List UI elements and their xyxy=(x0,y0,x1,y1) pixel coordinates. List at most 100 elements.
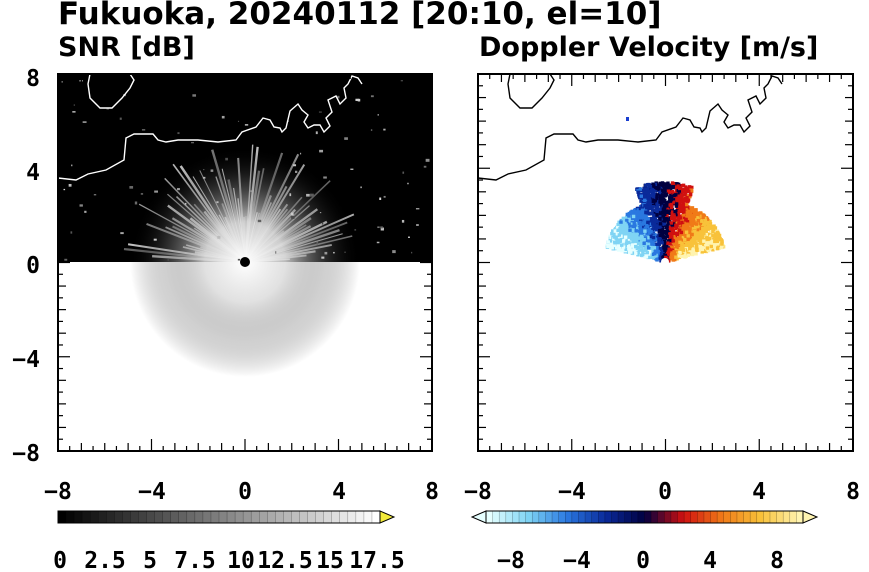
velocity-cell xyxy=(643,248,648,252)
velocity-cell xyxy=(661,193,665,197)
snr-echo xyxy=(407,182,409,185)
velocity-cell xyxy=(690,217,694,222)
velocity-cell xyxy=(685,210,690,214)
snr-echo xyxy=(140,193,144,195)
velocity-cell xyxy=(681,201,685,205)
snr-echo xyxy=(72,111,76,113)
velocity-cell xyxy=(711,224,715,229)
velocity-cell xyxy=(647,202,652,207)
velocity-cell xyxy=(672,198,676,202)
velocity-cell xyxy=(668,195,672,199)
velocity-cell xyxy=(667,185,672,190)
snr-colorbar-label: 12.5 xyxy=(257,548,312,572)
snr-x-tick-label: 0 xyxy=(238,479,252,505)
velocity-cell xyxy=(626,235,630,239)
velocity-cell xyxy=(707,236,712,241)
velocity-cell xyxy=(683,189,687,193)
velocity-cell xyxy=(688,237,692,241)
velocity-cell xyxy=(682,244,687,248)
snr-echo xyxy=(237,120,240,123)
velocity-cell xyxy=(627,221,632,225)
velocity-cell xyxy=(655,257,659,262)
velocity-cell xyxy=(669,208,674,212)
velocity-cell xyxy=(635,216,639,220)
colorbar-extend-max xyxy=(379,510,396,524)
snr-echo xyxy=(370,129,373,131)
velocity-cell xyxy=(652,246,657,250)
velocity-cell xyxy=(639,248,643,252)
colorbar-segment xyxy=(637,511,645,523)
velocity-cell xyxy=(690,207,694,211)
velocity-cell xyxy=(682,227,686,232)
velocity-cell xyxy=(689,188,694,192)
colorbar-segment xyxy=(243,511,252,523)
snr-echo xyxy=(294,170,298,173)
velocity-cell xyxy=(616,235,620,239)
velocity-cell xyxy=(654,188,659,192)
velocity-cell xyxy=(653,193,658,197)
velocity-cell xyxy=(685,205,690,209)
velocity-cell xyxy=(638,236,642,240)
velocity-cell xyxy=(653,216,658,220)
snr-echo xyxy=(423,165,427,169)
velocity-cell xyxy=(621,230,626,234)
velocity-cell xyxy=(679,183,684,188)
snr-echo xyxy=(167,259,169,261)
velocity-cell xyxy=(662,219,667,223)
colorbar-segment xyxy=(789,511,797,523)
colorbar-segment xyxy=(371,511,381,523)
velocity-cell xyxy=(655,208,659,213)
velocity-cell xyxy=(669,205,674,210)
velocity-cell xyxy=(635,210,639,215)
snr-echo xyxy=(106,107,109,110)
velocity-cell xyxy=(683,238,687,242)
velocity-cell xyxy=(639,194,644,198)
colorbar-segment xyxy=(486,511,494,523)
velocity-cell xyxy=(631,240,635,245)
velocity-cell xyxy=(658,216,662,221)
velocity-cell xyxy=(663,212,667,217)
velocity-cell xyxy=(611,237,616,241)
snr-echo xyxy=(63,188,66,191)
colorbar-segment xyxy=(750,511,758,523)
velocity-cell xyxy=(634,229,638,233)
velocity-cell xyxy=(715,230,720,235)
velocity-cell xyxy=(720,245,724,250)
colorbar-segment xyxy=(571,511,579,523)
colorbar-segment xyxy=(591,511,599,523)
snr-y-tick-label: 8 xyxy=(26,66,40,92)
snr-echo xyxy=(79,204,83,207)
velocity-cell xyxy=(672,220,676,225)
velocity-cell xyxy=(674,225,679,230)
velocity-cell xyxy=(646,255,650,260)
velocity-cell xyxy=(658,196,663,201)
snr-colorbar-label: 2.5 xyxy=(84,548,126,572)
velocity-cell xyxy=(650,250,654,254)
velocity-cell xyxy=(621,223,625,227)
velocity-cell xyxy=(667,247,671,251)
velocity-cell xyxy=(702,232,706,236)
velocity-cell xyxy=(687,228,692,232)
velocity-cell xyxy=(634,234,639,238)
velocity-cell xyxy=(628,235,632,240)
velocity-cell xyxy=(657,194,661,198)
velocity-cell xyxy=(675,221,679,226)
colorbar-segment xyxy=(684,511,692,523)
velocity-cell xyxy=(669,232,674,236)
velocity-cell xyxy=(685,186,689,191)
velocity-cell xyxy=(701,213,706,217)
velocity-cell xyxy=(609,243,614,247)
velocity-x-tick-label: 4 xyxy=(752,479,766,505)
snr-echo xyxy=(380,226,383,229)
velocity-cell xyxy=(632,221,636,225)
radar-site-marker-velocity xyxy=(661,258,669,266)
colorbar-segment xyxy=(723,511,731,523)
snr-echo xyxy=(202,176,206,179)
snr-echo xyxy=(153,238,157,241)
velocity-cell xyxy=(694,242,699,247)
velocity-cell xyxy=(616,228,620,233)
velocity-cell xyxy=(646,200,650,205)
snr-echo xyxy=(344,137,348,140)
velocity-cell xyxy=(624,229,628,234)
velocity-cell xyxy=(630,222,635,226)
